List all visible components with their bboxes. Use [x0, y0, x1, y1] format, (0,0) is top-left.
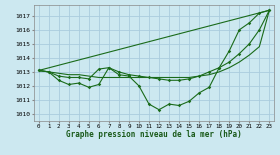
X-axis label: Graphe pression niveau de la mer (hPa): Graphe pression niveau de la mer (hPa): [66, 131, 242, 140]
